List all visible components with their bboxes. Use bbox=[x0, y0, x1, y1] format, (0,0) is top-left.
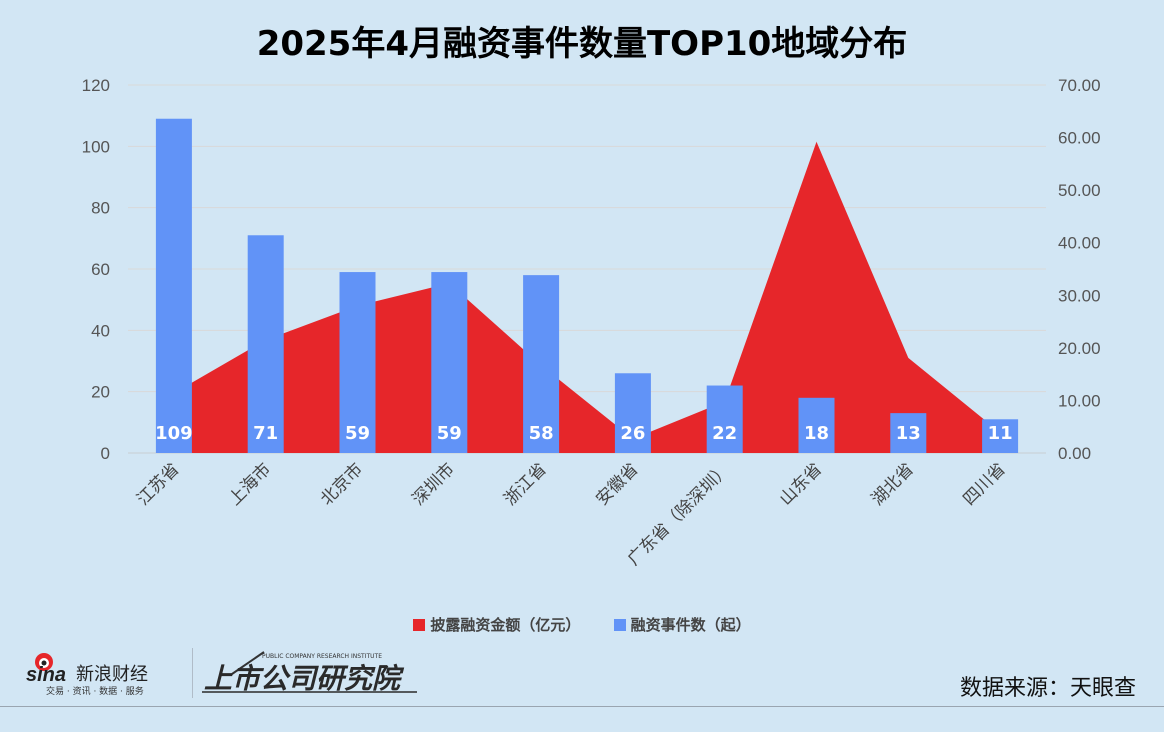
bar bbox=[706, 385, 743, 453]
right-tick-label: 30.00 bbox=[1058, 286, 1101, 305]
category-label: 江苏省 bbox=[133, 459, 183, 509]
bar-data-label: 59 bbox=[345, 423, 370, 444]
svg-text:新浪财经: 新浪财经 bbox=[76, 664, 148, 685]
category-label: 四川省 bbox=[959, 459, 1009, 509]
bar bbox=[798, 397, 835, 453]
data-source: 数据来源：天眼查 bbox=[959, 676, 1136, 701]
right-tick-label: 20.00 bbox=[1058, 339, 1101, 358]
bar bbox=[247, 235, 284, 453]
legend-swatch-events bbox=[613, 618, 626, 631]
category-label: 湖北省 bbox=[868, 459, 918, 509]
legend: 披露融资金额（亿元） 融资事件数（起） bbox=[0, 614, 1164, 635]
logo-divider bbox=[192, 648, 193, 698]
bar-data-label: 22 bbox=[712, 423, 737, 444]
bar-data-label: 109 bbox=[155, 423, 193, 444]
category-label: 深圳市 bbox=[409, 459, 459, 509]
svg-text:交易 · 资讯 · 数据 · 服务: 交易 · 资讯 · 数据 · 服务 bbox=[46, 685, 144, 697]
legend-label-amount: 披露融资金额（亿元） bbox=[430, 616, 581, 634]
svg-text:sina: sina bbox=[26, 664, 66, 686]
category-label: 北京市 bbox=[317, 459, 367, 509]
bar-data-label: 58 bbox=[529, 423, 554, 444]
footer-divider bbox=[0, 706, 1164, 707]
bar-data-label: 26 bbox=[620, 423, 645, 444]
category-label: 安徽省 bbox=[592, 459, 642, 509]
right-tick-label: 10.00 bbox=[1058, 391, 1101, 410]
left-tick-label: 40 bbox=[91, 321, 110, 340]
legend-swatch-amount bbox=[413, 618, 426, 631]
institute-logo: PUBLIC COMPANY RESEARCH INSTITUTE 上市公司研究… bbox=[202, 651, 417, 695]
category-label: 上海市 bbox=[225, 459, 275, 509]
left-tick-label: 80 bbox=[91, 199, 110, 218]
bar-data-label: 71 bbox=[253, 423, 278, 444]
left-tick-label: 60 bbox=[91, 260, 110, 279]
category-label: 山东省 bbox=[776, 459, 826, 509]
bar-data-label: 11 bbox=[988, 423, 1013, 444]
left-tick-label: 0 bbox=[101, 444, 110, 463]
right-tick-label: 0.00 bbox=[1058, 444, 1091, 463]
right-tick-label: 70.00 bbox=[1058, 76, 1101, 95]
left-tick-label: 120 bbox=[82, 76, 110, 95]
bar bbox=[155, 118, 192, 453]
category-label: 浙江省 bbox=[500, 459, 550, 509]
right-tick-label: 40.00 bbox=[1058, 234, 1101, 253]
bar bbox=[982, 419, 1019, 453]
area-series-amount bbox=[173, 141, 1001, 453]
svg-text:PUBLIC COMPANY RESEARCH INSTIT: PUBLIC COMPANY RESEARCH INSTITUTE bbox=[262, 653, 382, 660]
bar-data-label: 18 bbox=[804, 423, 829, 444]
sina-finance-logo: sina 新浪财经 交易 · 资讯 · 数据 · 服务 bbox=[26, 653, 148, 697]
right-tick-label: 50.00 bbox=[1058, 181, 1101, 200]
svg-text:上市公司研究院: 上市公司研究院 bbox=[204, 662, 405, 695]
category-label: 广东省（除深圳） bbox=[624, 459, 734, 569]
left-tick-label: 100 bbox=[82, 137, 110, 156]
right-tick-label: 60.00 bbox=[1058, 129, 1101, 148]
bar bbox=[523, 275, 560, 453]
legend-label-events: 融资事件数（起） bbox=[630, 616, 751, 634]
chart-plot: 0 20 40 60 80 100 120 0.00 10.00 20.00 30.00 40.00 5… bbox=[82, 76, 1101, 570]
bar-data-label: 13 bbox=[896, 423, 921, 444]
legend-item-events: 融资事件数（起） bbox=[613, 614, 751, 635]
bar-data-label: 59 bbox=[437, 423, 462, 444]
bar bbox=[890, 413, 927, 453]
bar bbox=[614, 373, 651, 453]
left-tick-label: 20 bbox=[91, 383, 110, 402]
chart-title: 2025年4月融资事件数量TOP10地域分布 bbox=[256, 24, 908, 64]
bar bbox=[431, 272, 468, 453]
legend-item-amount: 披露融资金额（亿元） bbox=[413, 614, 580, 635]
bar bbox=[339, 272, 376, 453]
